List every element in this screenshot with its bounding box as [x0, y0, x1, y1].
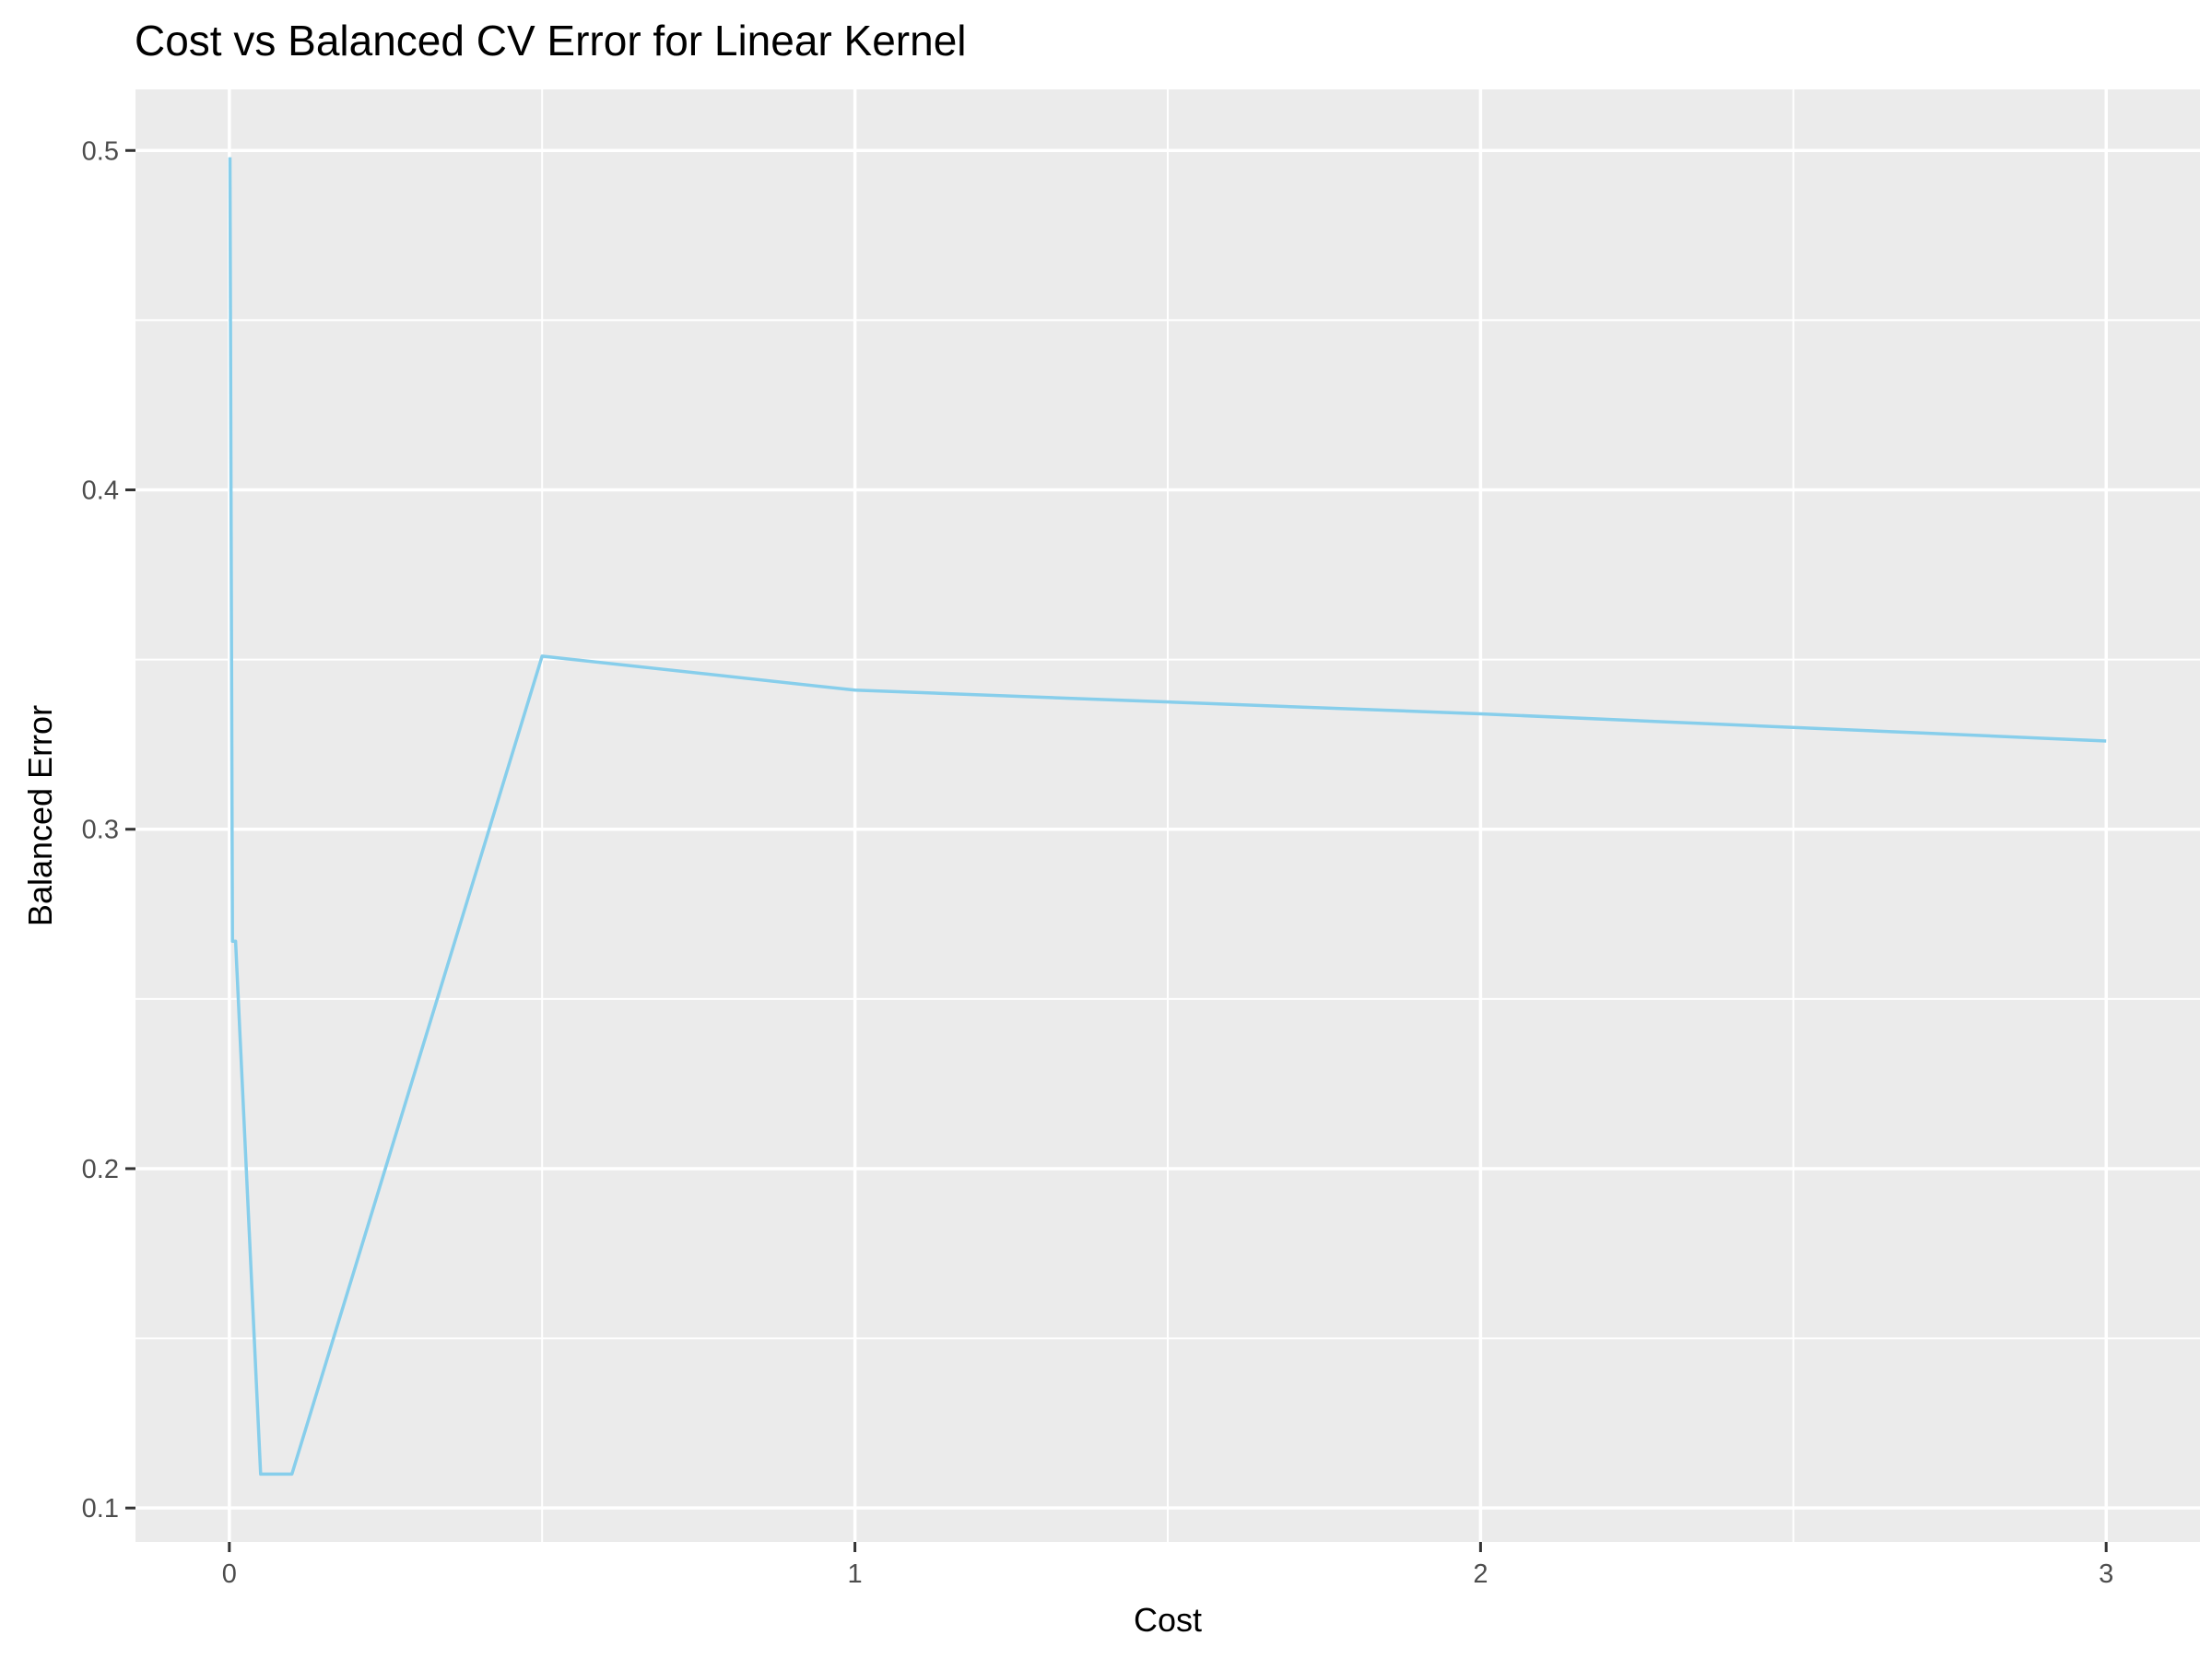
grid-minor	[135, 89, 2200, 1542]
y-axis-title: Balanced Error	[21, 705, 59, 926]
x-tick-label-2: 2	[1473, 1559, 1488, 1589]
y-tick-label-4: 0.5	[82, 136, 119, 166]
y-tick-label-3: 0.4	[82, 477, 119, 506]
x-axis: 0 1 2 3	[222, 1542, 2113, 1589]
series-layer	[228, 157, 2107, 1477]
x-tick-label-0: 0	[222, 1559, 237, 1589]
y-axis: 0.1 0.2 0.3 0.4 0.5	[82, 136, 135, 1524]
x-axis-title: Cost	[1134, 1601, 1202, 1639]
chart-title: Cost vs Balanced CV Error for Linear Ker…	[135, 17, 967, 65]
y-tick-label-2: 0.3	[82, 816, 119, 845]
x-tick-label-3: 3	[2099, 1559, 2113, 1589]
x-tick-label-1: 1	[848, 1559, 863, 1589]
y-tick-label-1: 0.2	[82, 1155, 119, 1184]
series-line-0	[228, 157, 2107, 1477]
y-tick-label-0: 0.1	[82, 1494, 119, 1524]
